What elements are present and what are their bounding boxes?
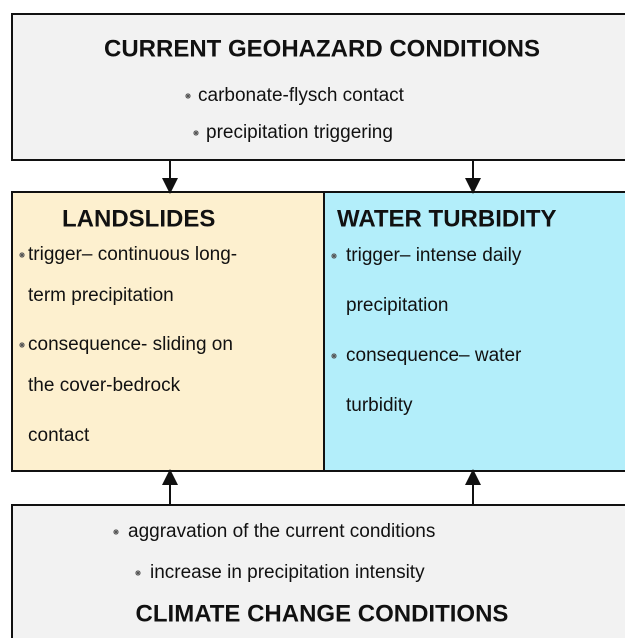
bullet [193,130,199,136]
item: precipitation [346,295,448,316]
item: turbidity [346,395,413,416]
top-box [11,13,625,161]
bullet [19,342,25,348]
title: WATER TURBIDITY [337,205,557,232]
item: trigger– intense daily [346,245,522,266]
item: increase in precipitation intensity [150,562,425,583]
title: LANDSLIDES [62,205,215,232]
item: consequence– water [346,345,522,366]
item: term precipitation [28,285,174,306]
bullet [113,529,119,535]
item: trigger– continuous long- [28,244,237,265]
bullet [331,253,337,259]
item: the cover-bedrock [28,375,181,396]
bullet [185,93,191,99]
item: consequence- sliding on [28,334,233,355]
item: contact [28,425,90,446]
bottom-box [11,504,625,638]
landslides-box [11,191,325,472]
item: carbonate-flysch contact [198,85,405,106]
title: CLIMATE CHANGE CONDITIONS [136,600,509,627]
title: CURRENT GEOHAZARD CONDITIONS [104,35,540,62]
bullet [135,570,141,576]
texts: CURRENT GEOHAZARD CONDITIONS carbonate-fl… [19,35,557,627]
bullet [331,353,337,359]
turbidity-box [323,191,625,472]
item: aggravation of the current conditions [128,521,435,542]
bullet [19,252,25,258]
item: precipitation triggering [206,122,393,143]
